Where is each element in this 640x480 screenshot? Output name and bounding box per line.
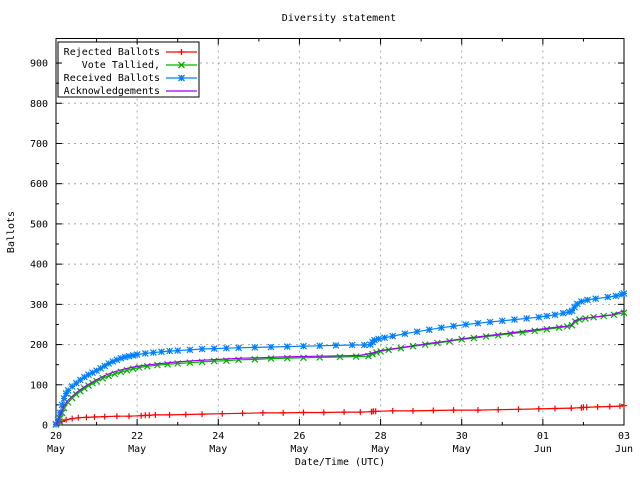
x-tick-label-month: May xyxy=(128,444,146,455)
y-tick-label: 400 xyxy=(30,260,48,271)
legend-label: Vote Tallied, xyxy=(82,60,160,71)
x-tick-label-day: 20 xyxy=(50,431,62,442)
x-tick-label-day: 22 xyxy=(131,431,143,442)
legend-label: Rejected Ballots xyxy=(64,47,160,58)
chart-title: Diversity statement xyxy=(282,13,396,24)
x-tick-label-month: May xyxy=(47,444,65,455)
y-tick-label: 700 xyxy=(30,139,48,150)
series-line-rejected-ballots xyxy=(55,405,625,426)
x-tick-label-day: 01 xyxy=(537,431,549,442)
axis-labels: Diversity statement Date/Time (UTC) Ball… xyxy=(6,13,633,468)
y-axis-title: Ballots xyxy=(6,211,17,253)
legend-sample-marker xyxy=(178,49,185,55)
series-line-received-ballots xyxy=(55,292,625,425)
legend-sample-marker xyxy=(178,61,185,69)
y-tick-label: 0 xyxy=(42,421,48,432)
y-tick-label: 500 xyxy=(30,219,48,230)
legend-sample-marker xyxy=(178,74,185,82)
legend: Rejected Ballots Vote Tallied, Received Ba… xyxy=(57,41,200,98)
x-tick-label-month: Jun xyxy=(615,444,633,455)
legend-label: Received Ballots xyxy=(64,73,160,84)
x-tick-label-day: 03 xyxy=(618,431,630,442)
y-tick-label: 300 xyxy=(30,300,48,311)
x-axis-title: Date/Time (UTC) xyxy=(295,457,385,468)
x-tick-label-month: Jun xyxy=(534,444,552,455)
series-line-acknowledgements xyxy=(55,310,625,426)
y-tick-label: 800 xyxy=(30,99,48,110)
x-tick-label-month: May xyxy=(372,444,390,455)
x-tick-label-day: 24 xyxy=(212,431,224,442)
legend-label: Acknowledgements xyxy=(64,86,160,97)
x-tick-label-day: 26 xyxy=(293,431,305,442)
y-tick-label: 900 xyxy=(30,59,48,70)
series-markers-vote-tallied xyxy=(52,309,628,429)
y-tick-label: 200 xyxy=(30,340,48,351)
data-series xyxy=(52,290,628,429)
x-tick-label-month: May xyxy=(209,444,227,455)
x-tick-label-month: May xyxy=(453,444,471,455)
series-markers-received-ballots xyxy=(52,290,628,428)
x-tick-label-day: 30 xyxy=(456,431,468,442)
y-tick-label: 100 xyxy=(30,380,48,391)
legend-box xyxy=(57,41,200,98)
x-tick-label-month: May xyxy=(290,444,308,455)
x-tick-label-day: 28 xyxy=(375,431,387,442)
plot-frame xyxy=(55,38,625,426)
y-tick-label: 600 xyxy=(30,179,48,190)
